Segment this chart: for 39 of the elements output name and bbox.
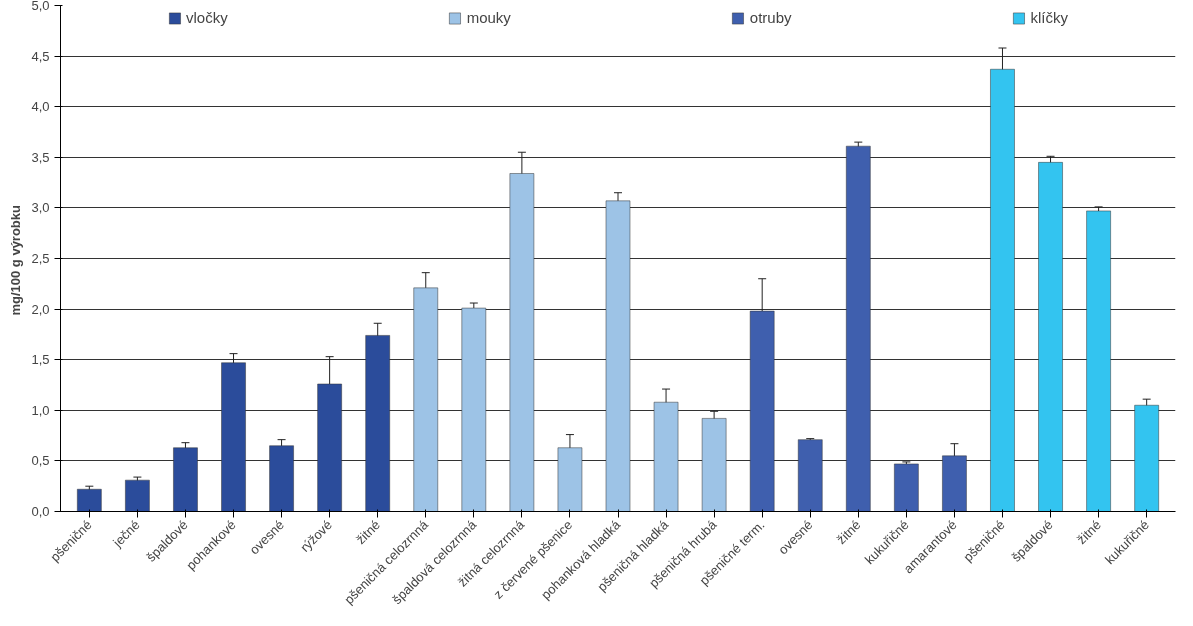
- bar: [942, 455, 967, 512]
- y-tick-label: 4,0: [31, 99, 50, 115]
- y-axis-title: mg/100 g výrobku: [8, 204, 24, 316]
- bar: [365, 335, 390, 512]
- bar: [894, 463, 919, 512]
- bar: [413, 287, 439, 512]
- bar: [1134, 404, 1159, 512]
- bar: [317, 383, 342, 512]
- bar: [701, 418, 727, 512]
- bar: [509, 173, 535, 512]
- bar: [846, 145, 871, 512]
- bar: [173, 447, 198, 512]
- bar: [653, 401, 679, 512]
- bar: [1038, 162, 1063, 512]
- y-tick-label: 0,5: [31, 453, 50, 469]
- y-tick-label: 3,5: [31, 149, 50, 165]
- bar: [749, 310, 775, 512]
- y-tick-label: 5,0: [31, 0, 50, 13]
- legend-label: mouky: [466, 9, 511, 26]
- legend-label: vločky: [185, 9, 228, 26]
- y-tick-label: 4,5: [31, 48, 50, 64]
- bar: [557, 447, 583, 512]
- y-tick-label: 3,0: [31, 200, 50, 216]
- bar: [77, 488, 102, 512]
- legend-label: otruby: [749, 9, 792, 26]
- bar: [221, 362, 246, 512]
- bar: [605, 200, 631, 512]
- legend-label: klíčky: [1030, 9, 1069, 26]
- bar: [797, 439, 823, 512]
- bar: [125, 479, 150, 512]
- bar: [269, 445, 294, 512]
- y-tick-label: 1,0: [31, 402, 50, 418]
- bar: [1086, 210, 1111, 512]
- bar: [990, 69, 1015, 512]
- y-tick-label: 2,5: [31, 251, 50, 266]
- y-tick-label: 2,0: [31, 301, 50, 317]
- y-tick-label: 0,0: [31, 504, 50, 519]
- y-tick-label: 1,5: [31, 352, 50, 368]
- bar: [461, 307, 487, 512]
